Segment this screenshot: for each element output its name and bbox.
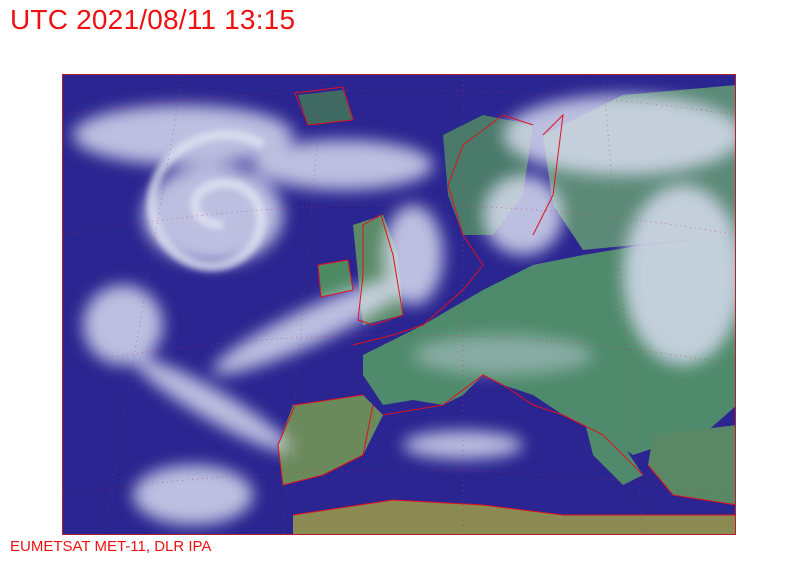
clouds [73,95,735,525]
graticule [63,75,735,534]
timestamp-title: UTC 2021/08/11 13:15 [10,4,296,35]
image-credit: EUMETSAT MET-11, DLR IPA [10,538,212,555]
satellite-image [63,75,735,534]
coastlines [277,86,735,516]
satellite-map [62,74,736,535]
cyclone-swirl [147,129,266,272]
